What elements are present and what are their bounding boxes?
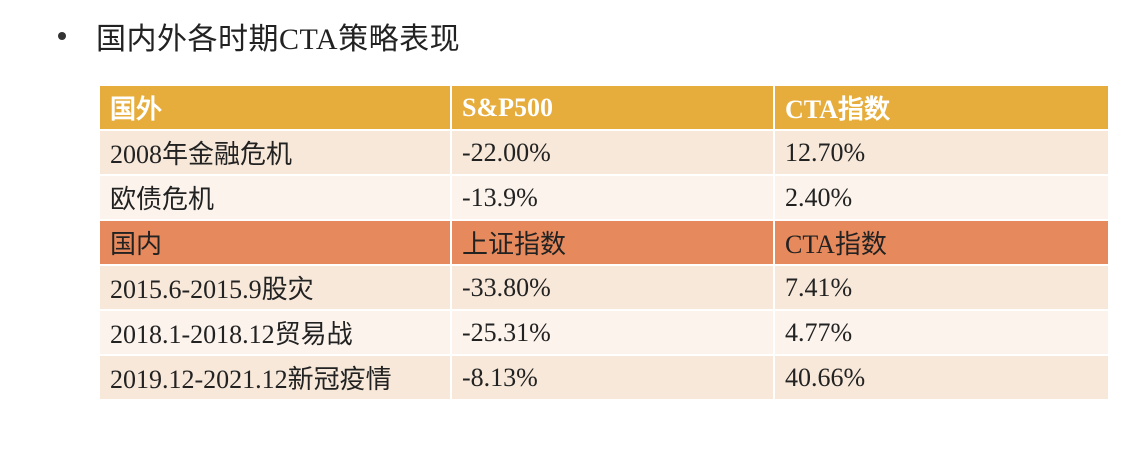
period-cell: 2008年金融危机 <box>100 131 450 174</box>
cta-return-cell: 40.66% <box>773 356 1108 399</box>
cta-performance-table: 国外 S&P500 CTA指数 2008年金融危机 -22.00% 12.70%… <box>100 86 1108 401</box>
benchmark-return-cell: -8.13% <box>450 356 773 399</box>
header-cell-benchmark: S&P500 <box>450 86 773 129</box>
header-cell-region: 国外 <box>100 86 450 129</box>
header-cell-region: 国内 <box>100 221 450 264</box>
slide-heading: 国内外各时期CTA策略表现 <box>96 23 461 56</box>
header-cell-benchmark: 上证指数 <box>450 221 773 264</box>
cta-return-cell: 12.70% <box>773 131 1108 174</box>
cta-return-cell: 2.40% <box>773 176 1108 219</box>
table-row: 2018.1-2018.12贸易战 -25.31% 4.77% <box>100 311 1108 354</box>
table-row: 2008年金融危机 -22.00% 12.70% <box>100 131 1108 174</box>
benchmark-return-cell: -33.80% <box>450 266 773 309</box>
cta-return-cell: 7.41% <box>773 266 1108 309</box>
benchmark-return-cell: -25.31% <box>450 311 773 354</box>
table-row: 欧债危机 -13.9% 2.40% <box>100 176 1108 219</box>
cta-return-cell: 4.77% <box>773 311 1108 354</box>
table-row: 2015.6-2015.9股灾 -33.80% 7.41% <box>100 266 1108 309</box>
table-header-foreign: 国外 S&P500 CTA指数 <box>100 86 1108 129</box>
period-cell: 2019.12-2021.12新冠疫情 <box>100 356 450 399</box>
period-cell: 2015.6-2015.9股灾 <box>100 266 450 309</box>
benchmark-return-cell: -13.9% <box>450 176 773 219</box>
bullet-line: 国内外各时期CTA策略表现 <box>58 14 460 58</box>
header-cell-cta-index: CTA指数 <box>773 221 1108 264</box>
table-row: 2019.12-2021.12新冠疫情 -8.13% 40.66% <box>100 356 1108 399</box>
period-cell: 欧债危机 <box>100 176 450 219</box>
bullet-icon <box>58 32 66 40</box>
header-cell-cta-index: CTA指数 <box>773 86 1108 129</box>
benchmark-return-cell: -22.00% <box>450 131 773 174</box>
table-header-domestic: 国内 上证指数 CTA指数 <box>100 221 1108 264</box>
period-cell: 2018.1-2018.12贸易战 <box>100 311 450 354</box>
